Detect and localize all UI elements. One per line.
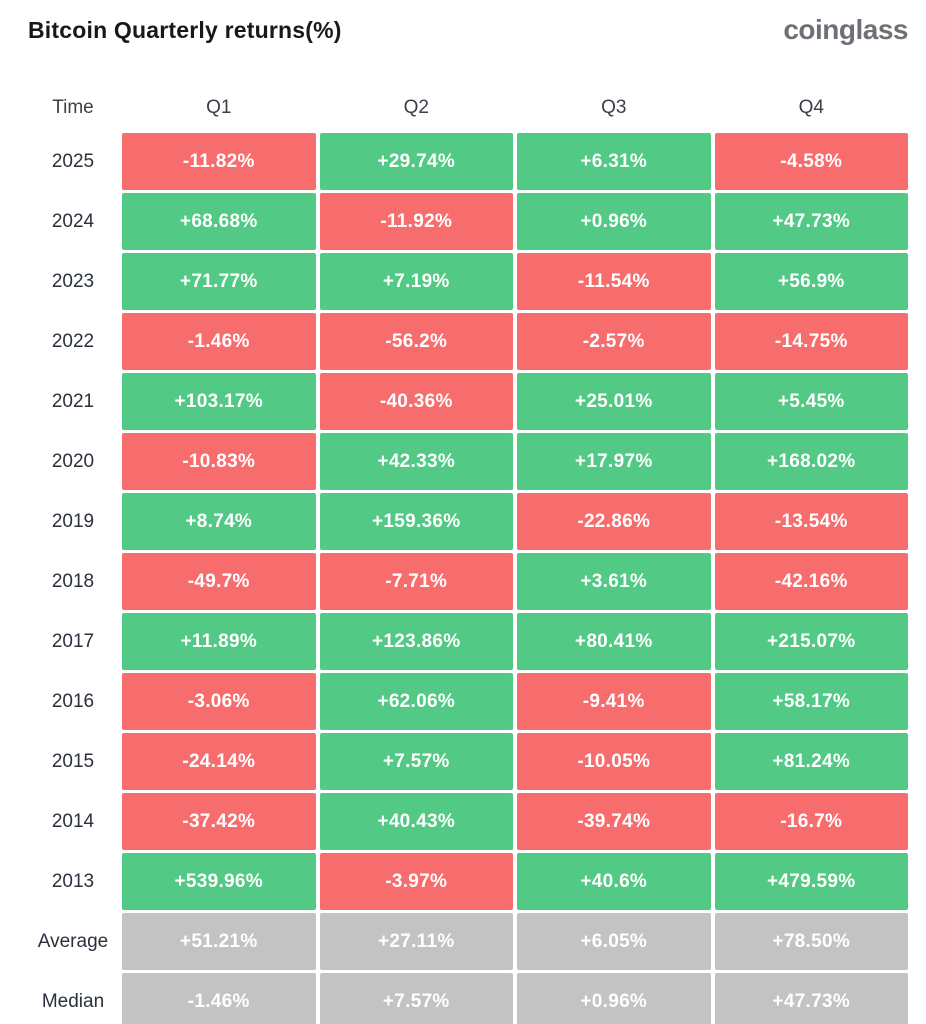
return-cell-2013-q4: +479.59% xyxy=(714,853,908,910)
row-label-2015: 2015 xyxy=(51,750,95,772)
return-cell-2019-q3: -22.86% xyxy=(517,493,711,550)
row-label-2021: 2021 xyxy=(51,390,95,412)
return-cell-2018-q2: -7.71% xyxy=(319,553,513,610)
column-header-q2: Q2 xyxy=(403,97,429,118)
row-label-2013: 2013 xyxy=(51,870,95,892)
return-cell-2021-q4: +5.45% xyxy=(714,373,908,430)
return-cell-2025-q3: +6.31% xyxy=(517,133,711,190)
return-cell-2016-q3: -9.41% xyxy=(517,673,711,730)
row-label-2024: 2024 xyxy=(51,210,95,232)
row-label-average: Average xyxy=(37,930,109,952)
column-header-q1: Q1 xyxy=(206,97,232,118)
topbar: Bitcoin Quarterly returns(%) coinglass xyxy=(28,8,908,52)
return-cell-2024-q3: +0.96% xyxy=(517,193,711,250)
return-cell-2017-q1: +11.89% xyxy=(122,613,316,670)
return-cell-2015-q3: -10.05% xyxy=(517,733,711,790)
return-cell-2022-q1: -1.46% xyxy=(122,313,316,370)
row-label-median: Median xyxy=(41,990,105,1012)
return-cell-2023-q4: +56.9% xyxy=(714,253,908,310)
return-cell-2019-q4: -13.54% xyxy=(714,493,908,550)
return-cell-median-q4: +47.73% xyxy=(714,973,908,1024)
row-label-2017: 2017 xyxy=(51,630,95,652)
return-cell-2018-q3: +3.61% xyxy=(517,553,711,610)
return-cell-2020-q1: -10.83% xyxy=(122,433,316,490)
return-cell-2023-q2: +7.19% xyxy=(319,253,513,310)
return-cell-2022-q2: -56.2% xyxy=(319,313,513,370)
return-cell-2019-q2: +159.36% xyxy=(319,493,513,550)
column-header-q4: Q4 xyxy=(798,97,824,118)
return-cell-average-q1: +51.21% xyxy=(122,913,316,970)
return-cell-average-q4: +78.50% xyxy=(714,913,908,970)
return-cell-2015-q1: -24.14% xyxy=(122,733,316,790)
return-cell-2016-q2: +62.06% xyxy=(319,673,513,730)
quarterly-returns-table: Time Q1 Q2 Q3 Q4 2025 -11.82% +29.74% +6.31% -4.5… xyxy=(28,86,908,1024)
return-cell-2025-q4: -4.58% xyxy=(714,133,908,190)
return-cell-2021-q1: +103.17% xyxy=(122,373,316,430)
return-cell-2025-q1: -11.82% xyxy=(122,133,316,190)
return-cell-2014-q2: +40.43% xyxy=(319,793,513,850)
return-cell-2023-q3: -11.54% xyxy=(517,253,711,310)
return-cell-average-q2: +27.11% xyxy=(319,913,513,970)
return-cell-2023-q1: +71.77% xyxy=(122,253,316,310)
row-label-2020: 2020 xyxy=(51,450,95,472)
return-cell-2017-q3: +80.41% xyxy=(517,613,711,670)
return-cell-average-q3: +6.05% xyxy=(517,913,711,970)
return-cell-2019-q1: +8.74% xyxy=(122,493,316,550)
return-cell-2014-q3: -39.74% xyxy=(517,793,711,850)
row-label-2022: 2022 xyxy=(51,330,95,352)
return-cell-2020-q2: +42.33% xyxy=(319,433,513,490)
return-cell-2017-q4: +215.07% xyxy=(714,613,908,670)
return-cell-2022-q3: -2.57% xyxy=(517,313,711,370)
return-cell-2013-q3: +40.6% xyxy=(517,853,711,910)
return-cell-2015-q4: +81.24% xyxy=(714,733,908,790)
page-title: Bitcoin Quarterly returns(%) xyxy=(28,16,342,43)
coinglass-logo: coinglass xyxy=(783,14,908,45)
return-cell-2013-q2: -3.97% xyxy=(319,853,513,910)
return-cell-2013-q1: +539.96% xyxy=(122,853,316,910)
return-cell-2018-q1: -49.7% xyxy=(122,553,316,610)
row-label-2016: 2016 xyxy=(51,690,95,712)
return-cell-2020-q4: +168.02% xyxy=(714,433,908,490)
return-cell-2024-q1: +68.68% xyxy=(122,193,316,250)
return-cell-2024-q4: +47.73% xyxy=(714,193,908,250)
return-cell-median-q2: +7.57% xyxy=(319,973,513,1024)
return-cell-2021-q2: -40.36% xyxy=(319,373,513,430)
return-cell-2020-q3: +17.97% xyxy=(517,433,711,490)
return-cell-2014-q1: -37.42% xyxy=(122,793,316,850)
return-cell-2022-q4: -14.75% xyxy=(714,313,908,370)
row-label-2019: 2019 xyxy=(51,510,95,532)
return-cell-2017-q2: +123.86% xyxy=(319,613,513,670)
row-label-2014: 2014 xyxy=(51,810,95,832)
column-header-time: Time xyxy=(52,97,94,118)
row-label-2025: 2025 xyxy=(51,150,95,172)
return-cell-2014-q4: -16.7% xyxy=(714,793,908,850)
return-cell-median-q3: +0.96% xyxy=(517,973,711,1024)
return-cell-2016-q1: -3.06% xyxy=(122,673,316,730)
return-cell-2024-q2: -11.92% xyxy=(319,193,513,250)
return-cell-2016-q4: +58.17% xyxy=(714,673,908,730)
row-label-2018: 2018 xyxy=(51,570,95,592)
return-cell-2021-q3: +25.01% xyxy=(517,373,711,430)
return-cell-2025-q2: +29.74% xyxy=(319,133,513,190)
row-label-2023: 2023 xyxy=(51,270,95,292)
return-cell-2015-q2: +7.57% xyxy=(319,733,513,790)
column-header-q3: Q3 xyxy=(601,97,627,118)
return-cell-2018-q4: -42.16% xyxy=(714,553,908,610)
return-cell-median-q1: -1.46% xyxy=(122,973,316,1024)
